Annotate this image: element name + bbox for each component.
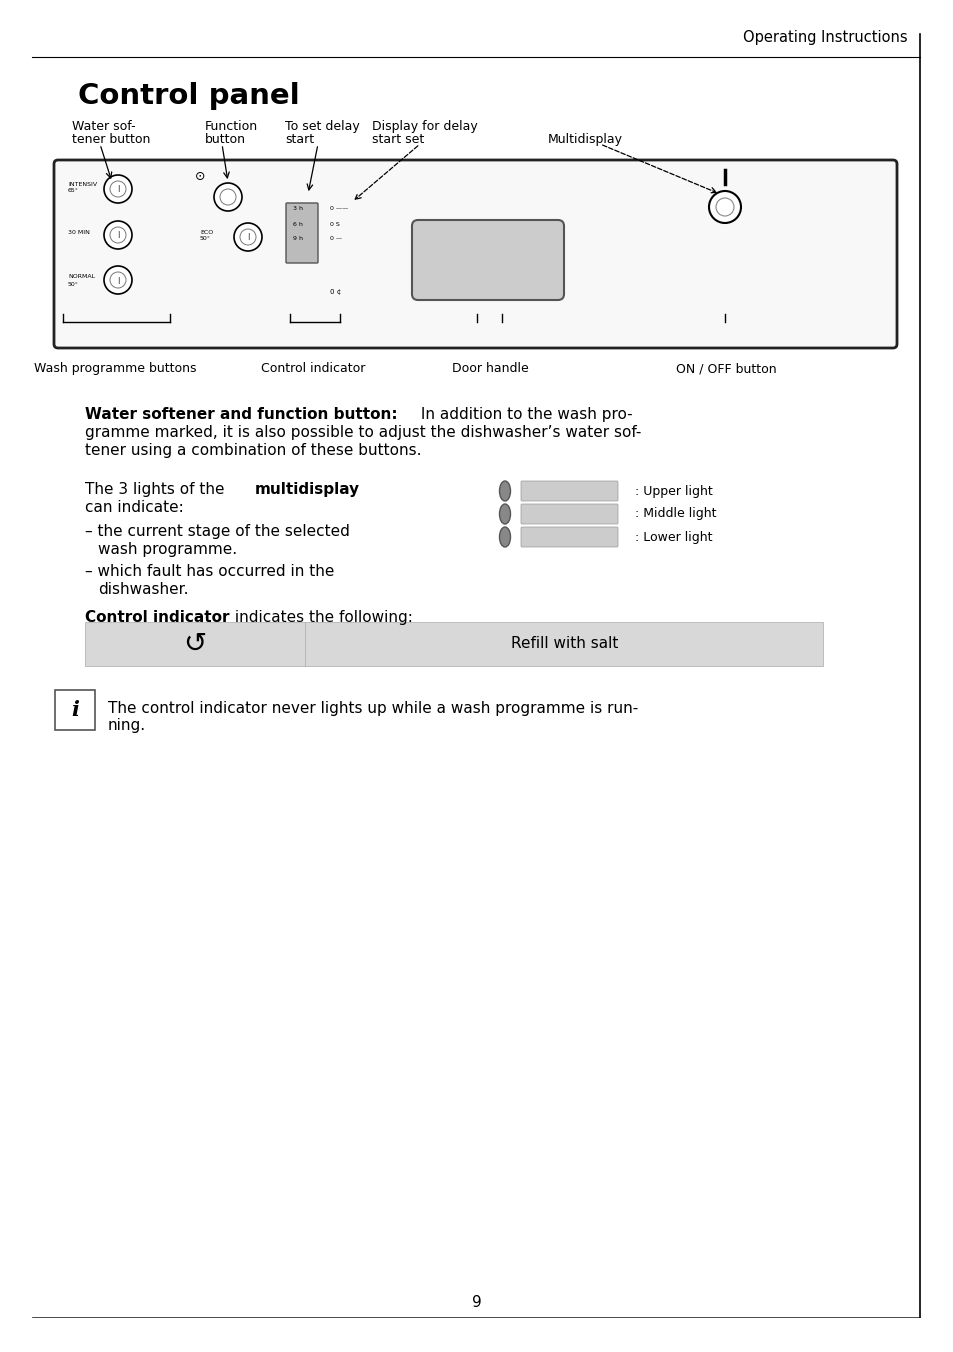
Text: Water softener and function button:: Water softener and function button: [85, 407, 397, 422]
Text: The control indicator never lights up while a wash programme is run-: The control indicator never lights up wh… [108, 700, 638, 717]
Text: 30 MIN: 30 MIN [68, 230, 90, 234]
Text: 9: 9 [472, 1295, 481, 1310]
FancyBboxPatch shape [55, 690, 95, 730]
Circle shape [716, 197, 733, 216]
Ellipse shape [499, 504, 510, 525]
Text: The 3 lights of the: The 3 lights of the [85, 483, 229, 498]
Circle shape [220, 189, 235, 206]
Text: gramme marked, it is also possible to adjust the dishwasher’s water sof-: gramme marked, it is also possible to ad… [85, 425, 640, 439]
Circle shape [213, 183, 242, 211]
Text: ↺: ↺ [183, 630, 207, 658]
Text: ON / OFF button: ON / OFF button [675, 362, 776, 375]
Text: Operating Instructions: Operating Instructions [742, 30, 907, 45]
Text: NORMAL: NORMAL [68, 274, 95, 280]
Circle shape [110, 181, 126, 197]
Circle shape [104, 266, 132, 293]
Text: wash programme.: wash programme. [98, 542, 237, 557]
Text: 9 h: 9 h [293, 237, 303, 242]
Text: dishwasher.: dishwasher. [98, 581, 189, 598]
Text: – which fault has occurred in the: – which fault has occurred in the [85, 564, 334, 579]
Text: 0 ¢: 0 ¢ [330, 289, 341, 295]
Text: button: button [205, 132, 246, 146]
Text: Wash programme buttons: Wash programme buttons [33, 362, 196, 375]
Text: 0 ——: 0 —— [330, 207, 348, 211]
Text: : Upper light: : Upper light [635, 484, 712, 498]
Text: multidisplay: multidisplay [254, 483, 359, 498]
FancyBboxPatch shape [520, 481, 618, 502]
FancyBboxPatch shape [85, 622, 822, 667]
Text: Water sof-: Water sof- [71, 120, 135, 132]
Text: 0 —: 0 — [330, 237, 342, 242]
Text: indicates the following:: indicates the following: [230, 610, 413, 625]
Text: 50°: 50° [68, 281, 79, 287]
Circle shape [240, 228, 255, 245]
Text: Door handle: Door handle [451, 362, 528, 375]
Text: start set: start set [372, 132, 424, 146]
Ellipse shape [499, 527, 510, 548]
Circle shape [104, 220, 132, 249]
Text: tener button: tener button [71, 132, 151, 146]
FancyBboxPatch shape [412, 220, 563, 300]
Text: Display for delay: Display for delay [372, 120, 477, 132]
Text: 0 S: 0 S [330, 222, 339, 227]
Circle shape [110, 272, 126, 288]
Text: can indicate:: can indicate: [85, 500, 184, 515]
Text: Control indicator: Control indicator [85, 610, 230, 625]
Text: : Middle light: : Middle light [635, 507, 716, 521]
Text: |: | [116, 185, 119, 192]
Text: |: | [116, 231, 119, 238]
Text: Refill with salt: Refill with salt [511, 637, 618, 652]
Circle shape [104, 174, 132, 203]
Ellipse shape [499, 481, 510, 502]
Text: 3 h: 3 h [293, 207, 303, 211]
Text: In addition to the wash pro-: In addition to the wash pro- [416, 407, 632, 422]
Text: Function: Function [205, 120, 258, 132]
Text: tener using a combination of these buttons.: tener using a combination of these butto… [85, 443, 421, 458]
Text: ECO: ECO [200, 230, 213, 234]
Text: Multidisplay: Multidisplay [547, 132, 622, 146]
Text: – the current stage of the selected: – the current stage of the selected [85, 525, 350, 539]
Text: |: | [247, 234, 249, 241]
Text: ning.: ning. [108, 718, 146, 733]
Text: Control indicator: Control indicator [260, 362, 365, 375]
Text: : Lower light: : Lower light [635, 530, 712, 544]
Text: 65°: 65° [68, 188, 79, 193]
Text: |: | [116, 277, 119, 284]
FancyBboxPatch shape [520, 504, 618, 525]
Text: start: start [285, 132, 314, 146]
Text: Control panel: Control panel [78, 82, 299, 110]
Text: 6 h: 6 h [293, 222, 302, 227]
FancyBboxPatch shape [286, 203, 317, 264]
Text: INTENSIV: INTENSIV [68, 181, 97, 187]
Text: To set delay: To set delay [285, 120, 359, 132]
FancyBboxPatch shape [520, 527, 618, 548]
Text: i: i [71, 700, 79, 721]
Circle shape [708, 191, 740, 223]
Text: ⊙: ⊙ [194, 170, 205, 184]
Circle shape [233, 223, 262, 251]
Text: 50°: 50° [200, 237, 211, 242]
Circle shape [110, 227, 126, 243]
FancyBboxPatch shape [54, 160, 896, 347]
